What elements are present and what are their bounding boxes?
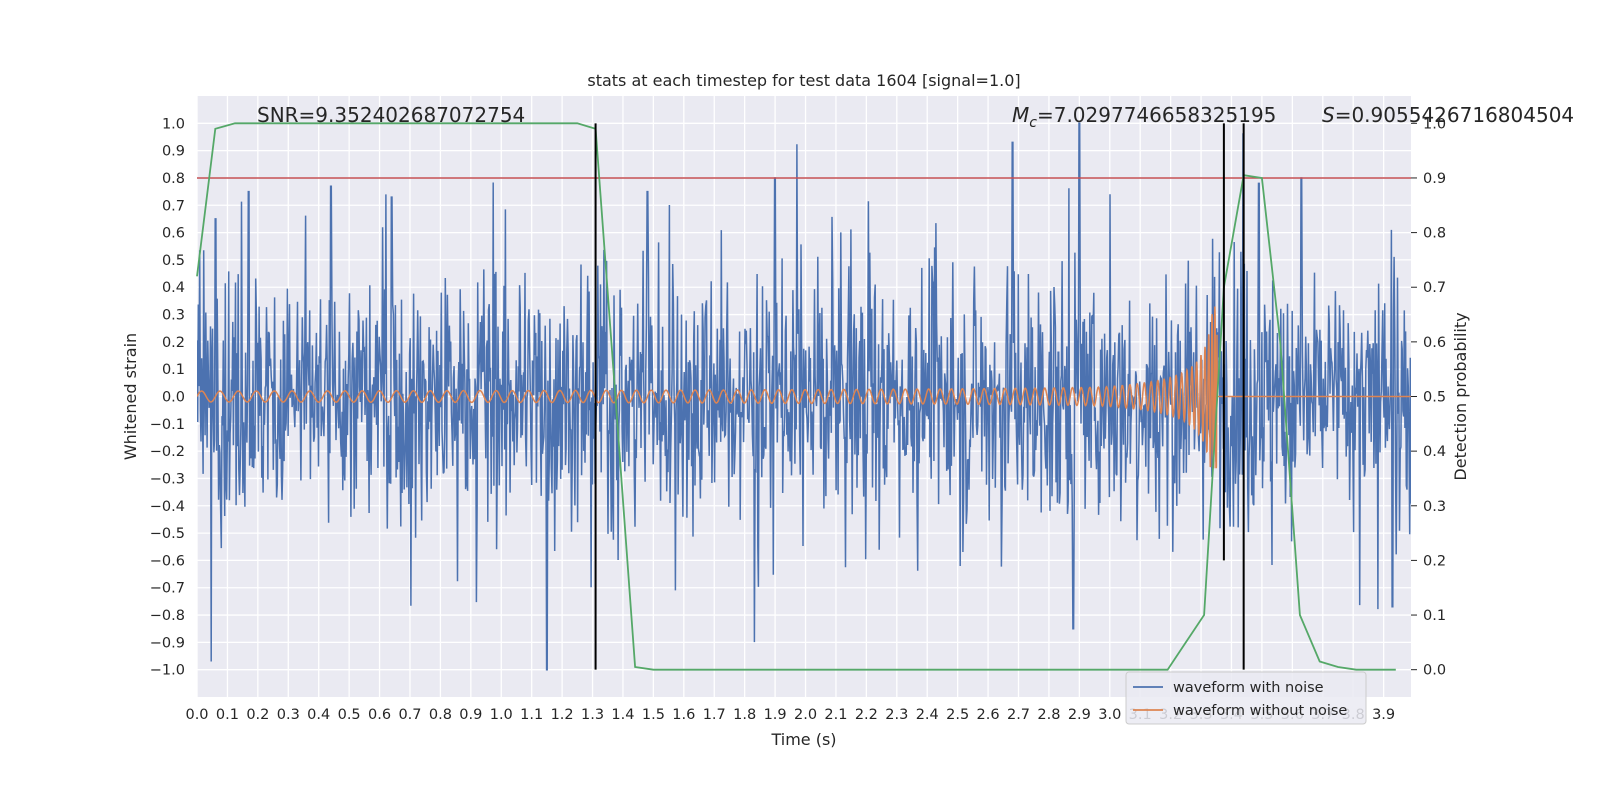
x-tick-label: 1.2 <box>551 707 574 723</box>
y-tick-label-left: 0.9 <box>162 144 185 160</box>
x-tick-label: 1.7 <box>703 707 726 723</box>
chirp-mass-subscript: c <box>1029 115 1037 131</box>
y-tick-label-left: 0.8 <box>162 171 185 187</box>
y-tick-label-left: 0.0 <box>162 390 185 406</box>
x-tick-label: 2.8 <box>1037 707 1060 723</box>
x-tick-label: 1.1 <box>520 707 543 723</box>
legend-label-clean: waveform without noise <box>1173 703 1347 719</box>
legend: waveform with noise waveform without noi… <box>1125 671 1367 725</box>
series-line-detection-probability <box>196 122 1396 671</box>
y-tick-label-right: 0.8 <box>1423 226 1446 242</box>
y-tick-label-left: 0.1 <box>162 362 185 378</box>
y-tick-label-right: 0.3 <box>1423 499 1446 515</box>
y-tick-label-right: 0.2 <box>1423 553 1446 569</box>
y-tick-label-left: 0.2 <box>162 335 185 351</box>
y-axis-label-right: Detection probability <box>1451 312 1470 480</box>
x-tick-label: 0.9 <box>459 707 482 723</box>
y-tick-label-right: 1.0 <box>1423 116 1446 132</box>
x-tick-label: 1.9 <box>764 707 787 723</box>
y-tick-label-right: 0.0 <box>1423 663 1446 679</box>
chirp-mass-value: =7.0297746658325195 <box>1037 103 1276 127</box>
y-tick-label-left: −0.7 <box>150 581 185 597</box>
x-tick-label: 2.9 <box>1068 707 1091 723</box>
x-tick-label: 1.3 <box>581 707 604 723</box>
x-tick-label: 2.6 <box>977 707 1000 723</box>
x-tick-label: 2.0 <box>794 707 817 723</box>
y-tick-label-right: 0.6 <box>1423 335 1446 351</box>
chirp-mass-annotation: Mc=7.0297746658325195 <box>1012 103 1276 131</box>
x-tick-label: 2.2 <box>855 707 878 723</box>
x-tick-label: 1.0 <box>490 707 513 723</box>
grid <box>196 96 1411 697</box>
x-tick-label: 1.5 <box>642 707 665 723</box>
y-tick-label-left: −0.4 <box>150 499 185 515</box>
x-tick-label: 1.6 <box>672 707 695 723</box>
score-annotation: S=0.9055426716804504 <box>1322 103 1574 127</box>
y-tick-label-left: −0.9 <box>150 635 185 651</box>
x-tick-label: 3.0 <box>1098 707 1121 723</box>
overlay-layer <box>196 122 1411 671</box>
y-tick-label-right: 0.7 <box>1423 280 1446 296</box>
chirp-mass-symbol: M <box>1012 103 1029 127</box>
y-tick-label-left: −1.0 <box>150 663 185 679</box>
y-axis-label-left: Whitened strain <box>121 333 140 460</box>
y-tick-label-left: −0.3 <box>150 471 185 487</box>
y-tick-label-left: −0.8 <box>150 608 185 624</box>
x-tick-label: 2.7 <box>1007 707 1030 723</box>
y-tick-label-right: 0.1 <box>1423 608 1446 624</box>
score-value: =0.9055426716804504 <box>1335 103 1574 127</box>
y-tick-label-left: 0.6 <box>162 226 185 242</box>
x-tick-label: 0.6 <box>368 707 391 723</box>
x-tick-label: 0.7 <box>398 707 421 723</box>
chart-title: stats at each timestep for test data 160… <box>587 71 1020 90</box>
x-tick-label: 2.4 <box>916 707 939 723</box>
x-tick-label: 2.3 <box>885 707 908 723</box>
score-symbol: S <box>1322 103 1335 127</box>
data-layer <box>197 122 1411 671</box>
x-tick-label: 2.1 <box>824 707 847 723</box>
y-tick-label-left: 0.3 <box>162 308 185 324</box>
y-tick-label-left: 1.0 <box>162 116 185 132</box>
x-tick-label: 3.9 <box>1372 707 1395 723</box>
y-tick-label-left: −0.2 <box>150 444 185 460</box>
y-tick-label-right: 0.5 <box>1423 390 1446 406</box>
y-tick-label-left: 0.7 <box>162 198 185 214</box>
y-tick-label-left: −0.6 <box>150 553 185 569</box>
x-tick-label: 0.8 <box>429 707 452 723</box>
y-tick-label-left: 0.5 <box>162 253 185 269</box>
legend-label-noise: waveform with noise <box>1173 680 1324 696</box>
x-axis-label: Time (s) <box>770 730 836 749</box>
legend-box <box>1125 671 1367 725</box>
x-tick-label: 0.2 <box>246 707 269 723</box>
x-tick-label: 0.1 <box>216 707 239 723</box>
x-tick-label: 1.8 <box>733 707 756 723</box>
snr-annotation: SNR=9.352402687072754 <box>257 103 525 127</box>
y-tick-label-right: 0.4 <box>1423 444 1446 460</box>
y-tick-label-left: −0.5 <box>150 526 185 542</box>
x-tick-label: 1.4 <box>611 707 634 723</box>
y-tick-label-right: 0.9 <box>1423 171 1446 187</box>
series-line-waveform-without-noise <box>197 306 1411 469</box>
x-tick-label: 0.0 <box>185 707 208 723</box>
y-tick-label-left: −0.1 <box>150 417 185 433</box>
x-tick-label: 0.5 <box>338 707 361 723</box>
x-tick-label: 0.4 <box>307 707 330 723</box>
y-tick-label-left: 0.4 <box>162 280 185 296</box>
x-tick-label: 2.5 <box>946 707 969 723</box>
x-tick-label: 0.3 <box>277 707 300 723</box>
